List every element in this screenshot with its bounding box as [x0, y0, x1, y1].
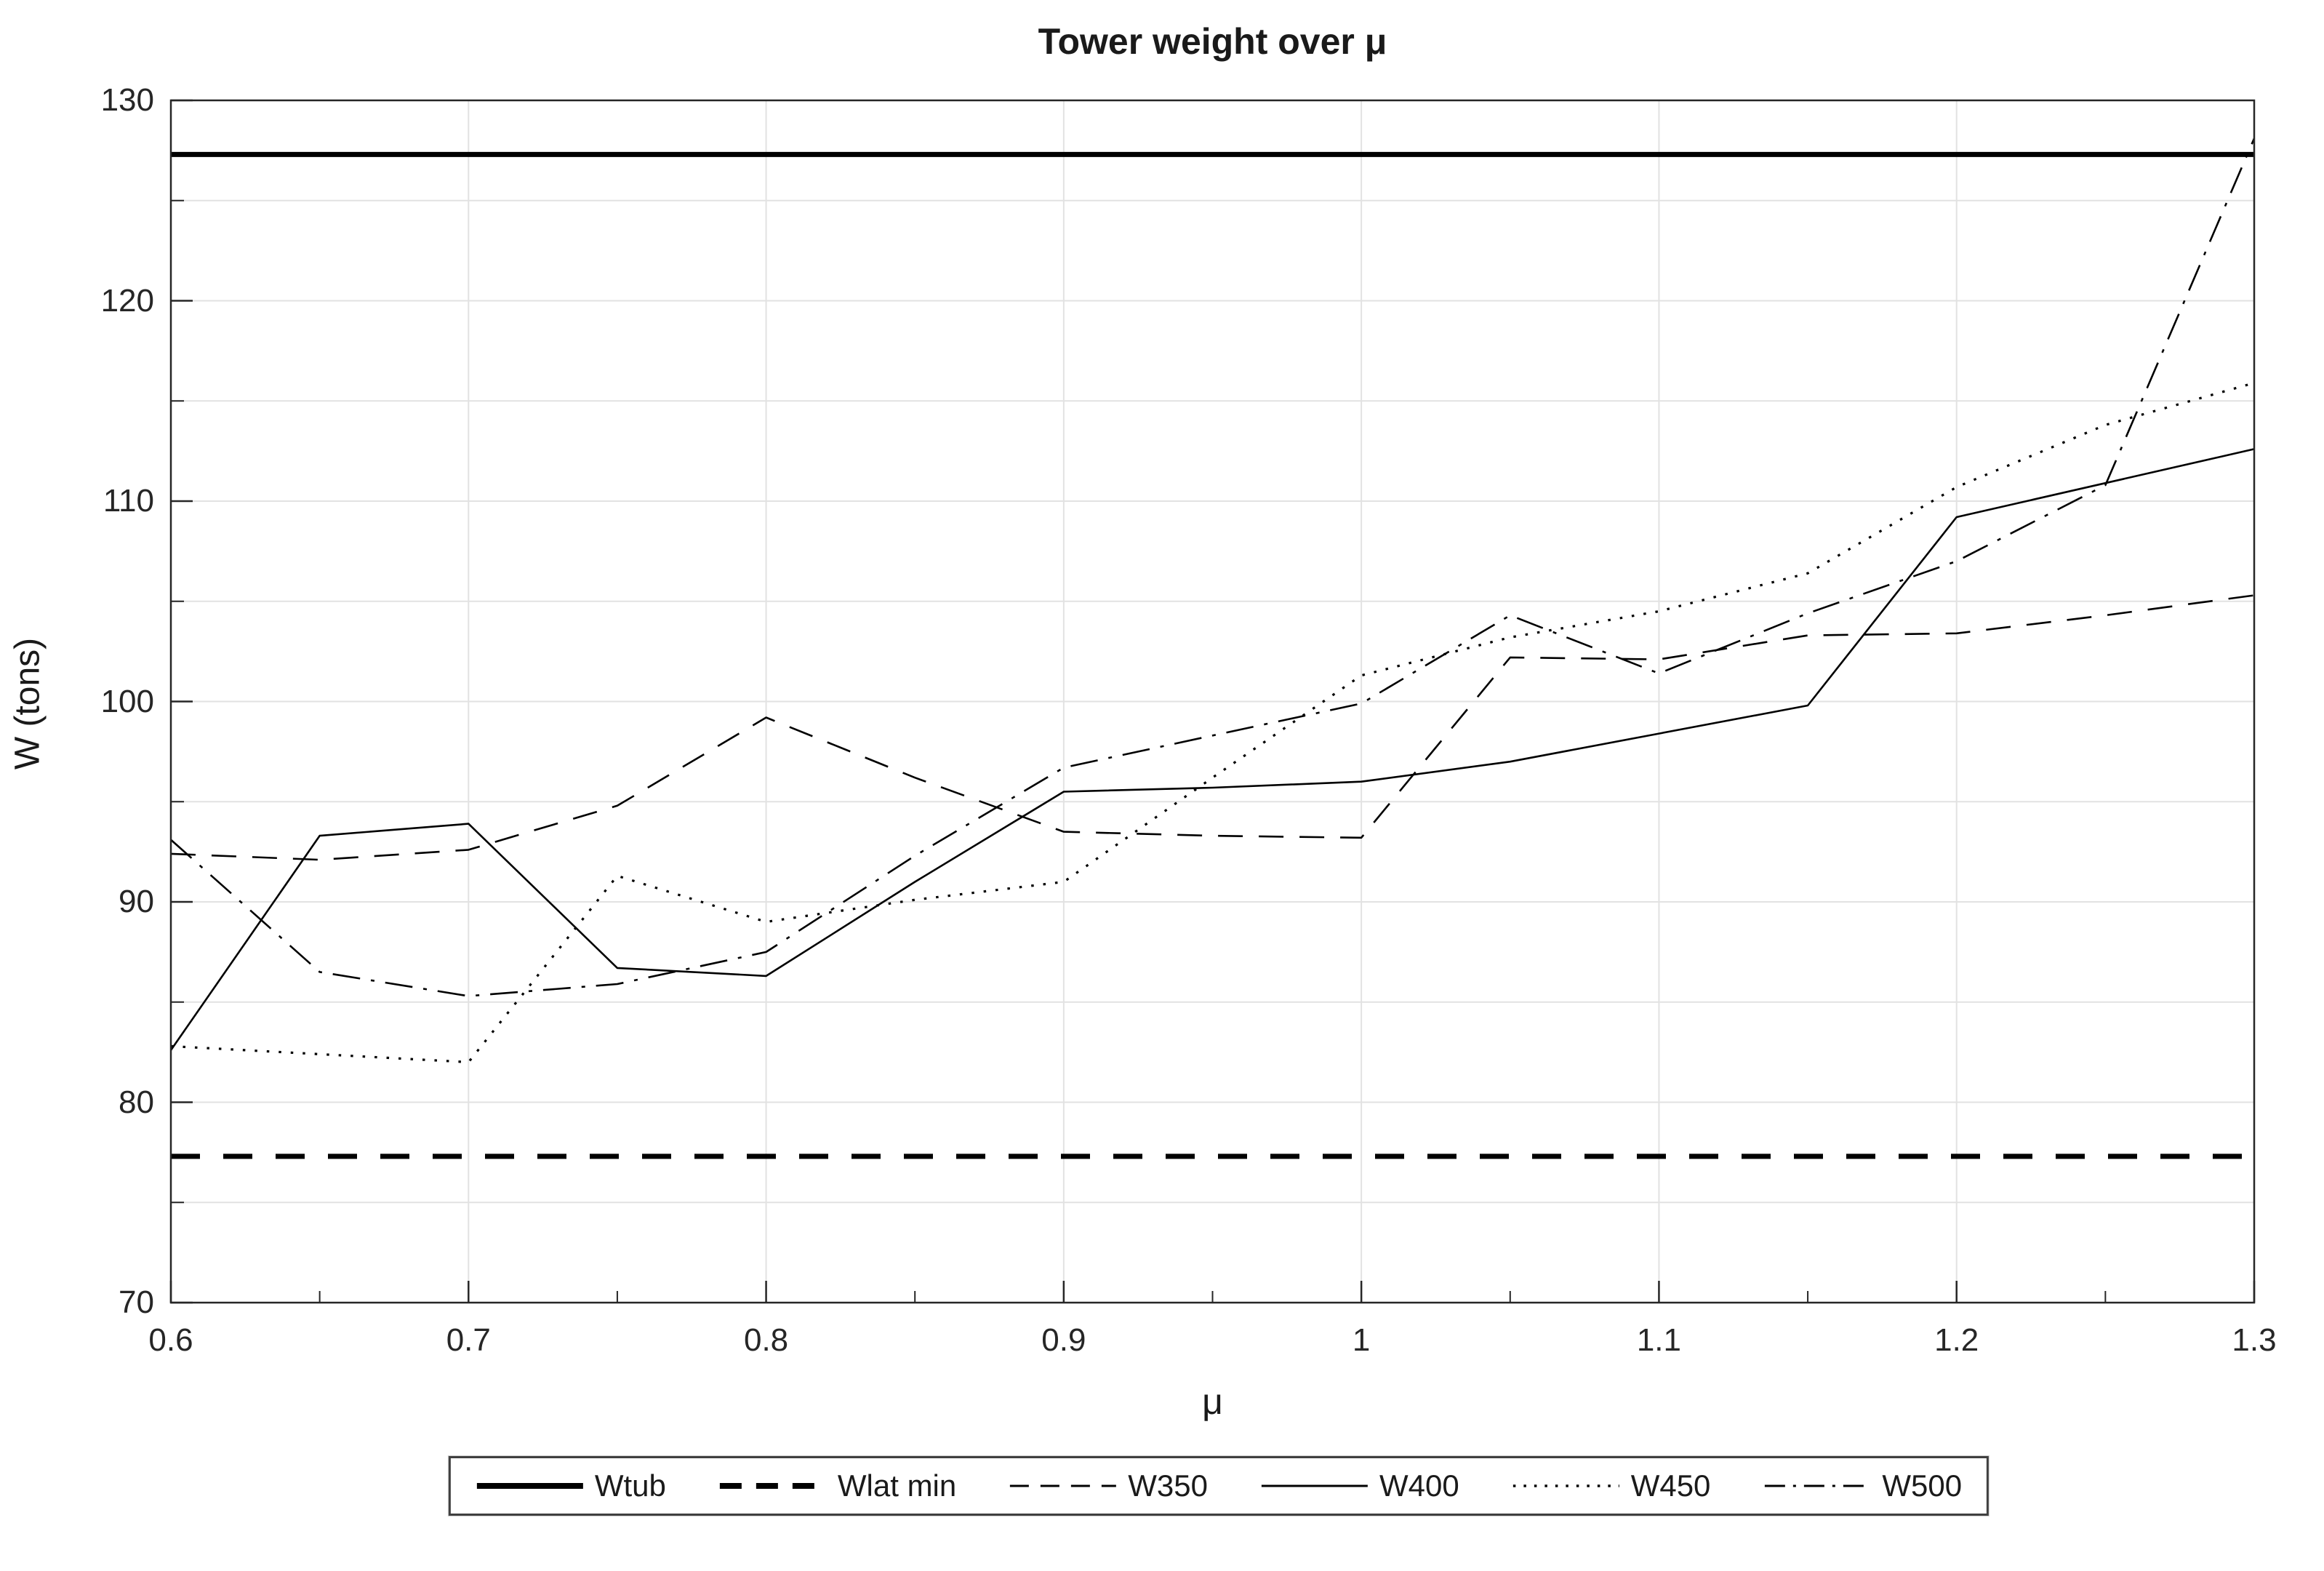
y-tick-label-120: 120 — [100, 282, 154, 319]
series-line-w500 — [170, 137, 2256, 997]
legend-label: W350 — [1128, 1468, 1208, 1503]
y-tick-label-100: 100 — [100, 683, 154, 719]
x-tick-label-1: 1 — [1352, 1322, 1371, 1358]
legend-item-w350: W350 — [1009, 1468, 1208, 1503]
legend-item-w400: W400 — [1260, 1468, 1459, 1503]
x-tick-label-1.3: 1.3 — [2232, 1322, 2277, 1358]
x-axis-label: μ — [1202, 1381, 1223, 1422]
y-tick-label-130: 130 — [100, 82, 154, 118]
legend-item-w450: W450 — [1512, 1468, 1711, 1503]
legend: Wtub Wlat min W350 W400 W450 W500 — [448, 1456, 1990, 1516]
legend-item-wlat-min: Wlat min — [718, 1468, 956, 1503]
legend-label: W500 — [1882, 1468, 1963, 1503]
legend-line-sample-solid — [1261, 1484, 1368, 1487]
series-line-w400 — [169, 448, 2255, 1051]
y-tick-label-110: 110 — [103, 483, 154, 519]
x-tick-label-1.1: 1.1 — [1636, 1322, 1681, 1358]
legend-line-sample-dashed-thick — [719, 1483, 826, 1489]
legend-line-sample-dashdot — [1764, 1484, 1871, 1487]
series-line-w350 — [170, 594, 2255, 861]
legend-item-wtub: Wtub — [476, 1468, 666, 1503]
x-tick-label-0.9: 0.9 — [1041, 1322, 1086, 1358]
legend-item-w500: W500 — [1763, 1468, 1962, 1503]
x-tick-label-0.6: 0.6 — [148, 1322, 193, 1358]
legend-label: Wlat min — [837, 1468, 957, 1503]
chart-title: Tower weight over μ — [1038, 21, 1387, 62]
y-tick-label-70: 70 — [119, 1284, 154, 1320]
x-tick-label-0.7: 0.7 — [446, 1322, 491, 1358]
legend-label: Wtub — [594, 1468, 666, 1503]
x-tick-label-1.2: 1.2 — [1934, 1322, 1979, 1358]
x-tick-label-0.8: 0.8 — [743, 1322, 789, 1358]
y-tick-label-90: 90 — [119, 884, 154, 919]
legend-label: W400 — [1379, 1468, 1459, 1503]
legend-line-sample-dotted — [1512, 1484, 1619, 1487]
y-tick-label-80: 80 — [119, 1084, 154, 1120]
legend-line-sample-dashed — [1010, 1484, 1117, 1487]
legend-line-sample-solid-thick — [476, 1483, 583, 1489]
legend-label: W450 — [1630, 1468, 1711, 1503]
